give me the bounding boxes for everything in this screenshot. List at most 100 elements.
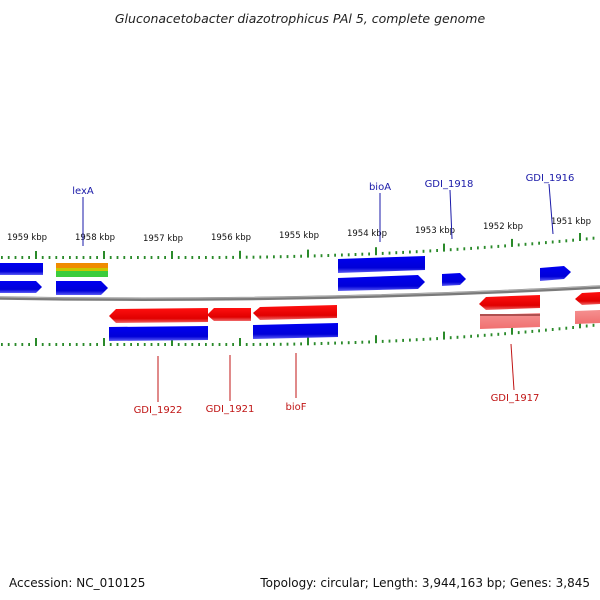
minor-tick [1,256,3,259]
minor-tick [429,249,432,253]
gene-label-gdi-1917[interactable]: GDI_1917 [491,393,540,404]
minor-tick [266,255,268,259]
minor-tick [137,343,139,346]
minor-tick [341,253,343,257]
minor-tick [402,338,404,342]
reverse-strand-genes [109,292,600,341]
minor-tick [198,256,200,259]
minor-tick [41,343,44,346]
bioa-gene-arrow[interactable] [338,275,425,291]
minor-tick [361,252,364,256]
gene-label-gdi-1921[interactable]: GDI_1921 [206,404,255,415]
minor-tick [41,256,44,259]
pseudo-gene-bar[interactable] [575,310,600,324]
major-tick [375,335,377,344]
minor-tick [347,253,350,257]
biof-gene-arrow[interactable] [253,305,337,320]
minor-tick [157,256,160,259]
lexa-feature-yellow[interactable] [56,268,108,271]
kbp-scale-labels: 1959 kbp 1958 kbp 1957 kbp 1956 kbp 1955… [7,217,591,244]
minor-tick [130,343,132,346]
lexa-feature-green[interactable] [56,271,108,277]
minor-tick [422,249,425,253]
gene-label-gdi-1922[interactable]: GDI_1922 [134,405,183,416]
minor-tick [524,242,527,246]
leader-line [548,183,554,235]
forward-gene-arrow[interactable] [338,256,425,273]
minor-tick [592,236,595,240]
minor-tick [245,255,248,259]
kbp-label: 1956 kbp [211,233,251,243]
gdi-1922-gene-arrow[interactable] [109,308,208,323]
major-tick [579,233,581,241]
forward-gene-arrow[interactable] [109,326,208,341]
major-tick [443,243,445,252]
minor-tick [497,244,500,248]
minor-tick [109,256,112,259]
minor-tick [388,339,391,343]
minor-tick [69,343,71,346]
lexa-feature-orange[interactable] [56,263,108,268]
lower-position-ticks [1,320,595,346]
kbp-label: 1955 kbp [279,231,319,241]
minor-tick [531,329,534,333]
lexa-gene-arrow[interactable] [56,281,108,295]
minor-tick [48,256,51,259]
minor-tick [327,254,330,257]
minor-tick [245,343,248,346]
minor-tick [517,243,520,247]
pseudo-gene-bar-divider [480,314,540,316]
gdi-1917-gene-arrow[interactable] [479,295,540,310]
minor-tick [225,343,228,346]
gene-label-bioa[interactable]: bioA [369,182,391,193]
forward-gene-labels: lexA bioA GDI_1918 GDI_1916 [72,173,574,246]
minor-tick [449,248,452,252]
upper-position-ticks [1,233,595,259]
minor-tick [354,253,357,256]
forward-gene-arrow[interactable] [0,281,42,293]
minor-tick [504,332,506,336]
minor-tick [232,343,234,346]
major-tick [239,250,241,259]
minor-tick [545,328,547,332]
minor-tick [545,241,547,245]
forward-gene-arrow[interactable] [253,323,338,339]
minor-tick [143,343,146,346]
minor-tick [89,343,92,346]
minor-tick [62,256,64,259]
minor-tick [184,343,187,346]
minor-tick [409,250,411,254]
gene-label-gdi-1916[interactable]: GDI_1916 [526,173,575,184]
gene-label-gdi-1918[interactable]: GDI_1918 [425,179,474,190]
minor-tick [538,241,540,245]
gdi-1916-gene-arrow[interactable] [540,266,571,281]
accession-text: Accession: NC_010125 [9,576,146,590]
minor-tick [449,336,452,340]
minor-tick [82,256,85,259]
minor-tick [565,239,568,243]
pseudo-gene-bar[interactable] [480,313,540,329]
major-tick [171,338,173,346]
minor-tick [388,251,391,255]
forward-gene-arrow[interactable] [0,263,43,275]
gdi-1918-gene-arrow[interactable] [442,273,466,286]
minor-tick [470,334,472,338]
minor-tick [259,255,262,259]
minor-tick [415,250,418,254]
minor-tick [361,340,364,344]
minor-tick [123,256,126,259]
minor-tick [490,245,493,249]
reverse-gene-arrow[interactable] [575,292,600,305]
minor-tick [572,238,574,242]
minor-tick [334,341,336,345]
gene-label-biof[interactable]: bioF [286,402,307,413]
gdi-1921-gene-arrow[interactable] [207,308,251,321]
minor-tick [585,237,588,241]
gene-label-lexa[interactable]: lexA [72,186,94,197]
minor-tick [273,342,275,346]
minor-tick [137,256,139,259]
topology-text: Topology: circular; Length: 3,944,163 bp… [260,576,590,590]
kbp-label: 1953 kbp [415,226,455,236]
minor-tick [402,250,404,254]
minor-tick [123,343,126,346]
